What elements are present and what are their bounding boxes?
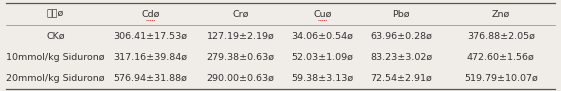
Text: 59.38±3.13ø: 59.38±3.13ø [292, 74, 353, 83]
Text: 10mmol/kg Siduronø: 10mmol/kg Siduronø [6, 53, 104, 62]
Text: Cuø: Cuø [314, 10, 332, 19]
Text: Znø: Znø [491, 10, 510, 19]
Text: 127.19±2.19ø: 127.19±2.19ø [206, 32, 274, 41]
Text: 52.03±1.09ø: 52.03±1.09ø [292, 53, 353, 62]
Text: 472.60±1.56ø: 472.60±1.56ø [467, 53, 535, 62]
Text: 519.79±10.07ø: 519.79±10.07ø [464, 74, 537, 83]
Text: Pbø: Pbø [392, 10, 410, 19]
Text: 290.00±0.63ø: 290.00±0.63ø [206, 74, 274, 83]
Text: 20mmol/kg Siduronø: 20mmol/kg Siduronø [6, 74, 104, 83]
Text: 63.96±0.28ø: 63.96±0.28ø [370, 32, 432, 41]
Text: 306.41±17.53ø: 306.41±17.53ø [114, 32, 187, 41]
Text: 279.38±0.63ø: 279.38±0.63ø [206, 53, 274, 62]
Text: 34.06±0.54ø: 34.06±0.54ø [292, 32, 353, 41]
Text: 376.88±2.05ø: 376.88±2.05ø [467, 32, 535, 41]
Text: CKø: CKø [46, 32, 65, 41]
Text: 72.54±2.91ø: 72.54±2.91ø [370, 74, 432, 83]
Text: 317.16±39.84ø: 317.16±39.84ø [114, 53, 187, 62]
Text: 83.23±3.02ø: 83.23±3.02ø [370, 53, 432, 62]
Text: Cdø: Cdø [141, 10, 160, 19]
Text: Crø: Crø [232, 10, 249, 19]
Text: 576.94±31.88ø: 576.94±31.88ø [114, 74, 187, 83]
Text: 处理ø: 处理ø [47, 10, 64, 19]
